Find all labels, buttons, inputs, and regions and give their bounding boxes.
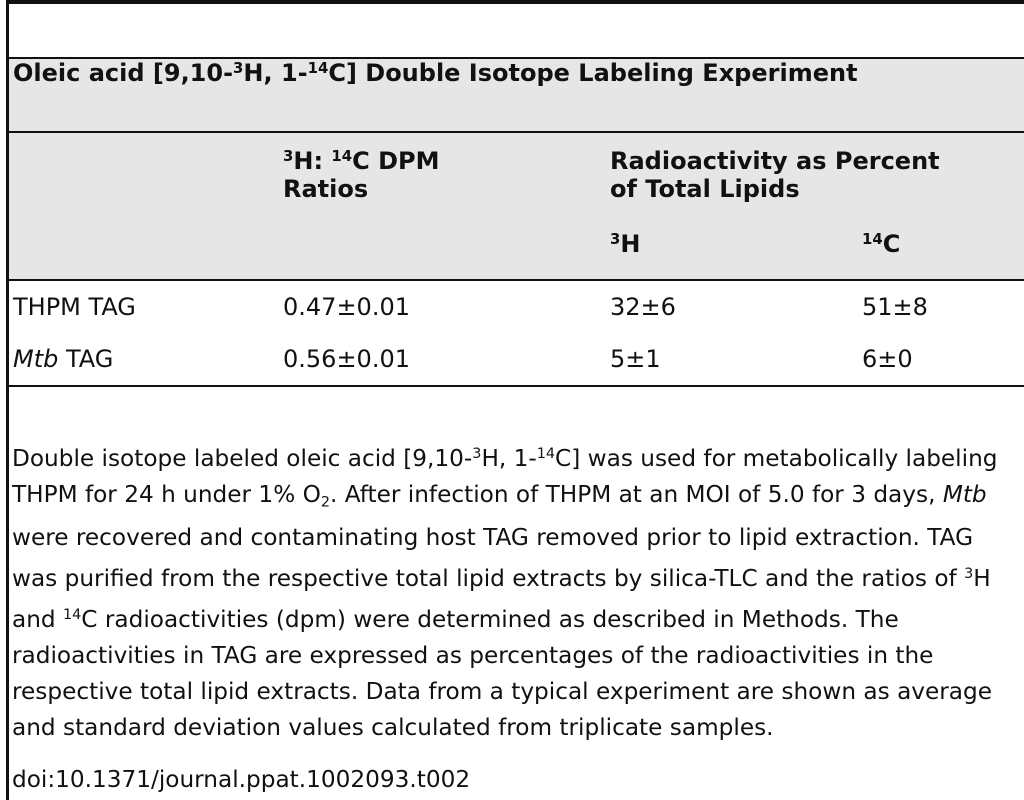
doi: doi:10.1371/journal.ppat.1002093.t002 bbox=[12, 766, 471, 793]
text-run: C radioactivities (dpm) were determined … bbox=[12, 606, 992, 742]
text-run: C] was used for metabolically labeling T… bbox=[12, 444, 998, 508]
data-cell: 51±8 bbox=[858, 280, 1024, 333]
data-cell: 0.56±0.01 bbox=[279, 333, 606, 387]
text-run: H, 1- bbox=[481, 444, 537, 472]
text-run: Double isotope labeled oleic acid [9,10- bbox=[12, 444, 473, 472]
data-cell: 6±0 bbox=[858, 333, 1024, 387]
sup-run: 3 bbox=[964, 566, 974, 583]
sup-run: 14 bbox=[63, 607, 82, 624]
text-run: TAG bbox=[58, 345, 114, 373]
header-text: 3H: 14C DPM Ratios bbox=[283, 147, 493, 203]
text-run: 5±1 bbox=[610, 345, 661, 373]
data-cell: 5±1 bbox=[606, 333, 858, 387]
italic-run: Mtb bbox=[942, 480, 987, 508]
italic-run: Mtb bbox=[13, 345, 59, 373]
data-row: THPM TAG 0.47±0.01 32±6 51±8 bbox=[9, 280, 1024, 333]
sup-run: 3 bbox=[610, 229, 621, 248]
text-run: C] Double Isotope Labeling Experiment bbox=[328, 59, 858, 88]
text-run: Radioactivity as Percent of Total Lipids bbox=[610, 147, 940, 203]
data-cell: Mtb TAG bbox=[9, 333, 279, 387]
title-row: Oleic acid [9,10-3H, 1-14C] Double Isoto… bbox=[9, 57, 1024, 133]
text-run: 6±0 bbox=[862, 345, 913, 373]
table: Oleic acid [9,10-3H, 1-14C] Double Isoto… bbox=[9, 57, 1024, 387]
sup-run: 14 bbox=[307, 59, 329, 77]
subheader-cell: 14C bbox=[858, 209, 1024, 281]
text-run: were recovered and contaminating host TA… bbox=[12, 524, 974, 593]
text-run: C bbox=[882, 230, 901, 259]
sup-run: 3 bbox=[283, 147, 294, 165]
data-cell: THPM TAG bbox=[9, 280, 279, 333]
text-run: H bbox=[620, 230, 641, 259]
text-run: 32±6 bbox=[610, 293, 676, 321]
top-rule bbox=[6, 0, 1024, 4]
sup-run: 14 bbox=[331, 147, 353, 165]
table-title: Oleic acid [9,10-3H, 1-14C] Double Isoto… bbox=[9, 57, 1024, 133]
text-run: 0.47±0.01 bbox=[283, 293, 410, 321]
header-cell: Radioactivity as Percent of Total Lipids bbox=[606, 132, 1024, 209]
header-text: Radioactivity as Percent of Total Lipids bbox=[610, 147, 970, 203]
text-run: H and bbox=[12, 565, 991, 634]
subheader-cell: 3H bbox=[606, 209, 858, 281]
text-run: 0.56±0.01 bbox=[283, 345, 410, 373]
sup-run: 3 bbox=[233, 59, 244, 77]
sup-run: 3 bbox=[472, 446, 482, 462]
header-cell: 3H: 14C DPM Ratios bbox=[279, 132, 606, 209]
table-body: THPM TAG 0.47±0.01 32±6 51±8 Mtb TAG 0.56±0.0… bbox=[9, 280, 1024, 387]
data-cell: 0.47±0.01 bbox=[279, 280, 606, 333]
left-rule bbox=[6, 0, 9, 800]
header-row: 3H: 14C DPM Ratios Radioactivity as Perc… bbox=[9, 132, 1024, 209]
sup-run: 14 bbox=[862, 229, 883, 248]
text-run: THPM TAG bbox=[13, 293, 136, 321]
text-run: . After infection of THPM at an MOI of 5… bbox=[330, 480, 943, 508]
subheader-row: 3H 14C bbox=[9, 209, 1024, 281]
text-run: Oleic acid [9,10- bbox=[13, 59, 234, 88]
text-run: C DPM Ratios bbox=[283, 147, 440, 204]
sub2-run: 2 bbox=[320, 494, 330, 511]
header-cell bbox=[9, 132, 279, 209]
sup-run: 14 bbox=[536, 446, 556, 462]
data-row: Mtb TAG 0.56±0.01 5±1 6±0 bbox=[9, 333, 1024, 387]
text-run: H, 1- bbox=[243, 59, 308, 88]
text-run: H: bbox=[293, 147, 332, 176]
caption: Double isotope labeled oleic acid [9,10-… bbox=[12, 436, 1022, 746]
text-run: 51±8 bbox=[862, 293, 928, 321]
data-cell: 32±6 bbox=[606, 280, 858, 333]
subheader-cell bbox=[279, 209, 606, 281]
subheader-cell bbox=[9, 209, 279, 281]
